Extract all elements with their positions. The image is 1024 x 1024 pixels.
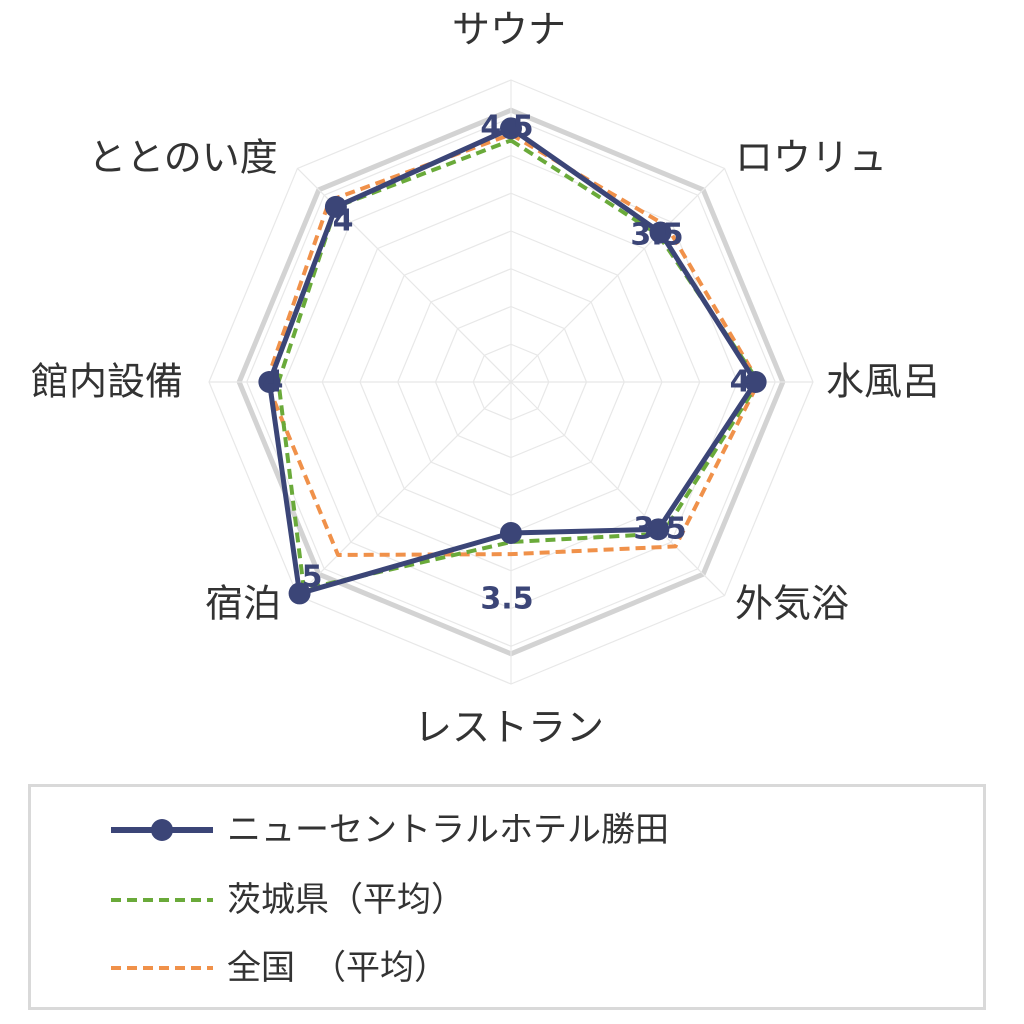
axis-label: 館内設備 [31, 360, 183, 404]
value-label: 4 [333, 204, 354, 239]
value-label: 4.5 [480, 110, 533, 145]
legend-label-hotel: ニューセントラルホテル勝田 [227, 810, 669, 850]
series-point [500, 522, 522, 544]
series-point [288, 582, 311, 605]
value-label: 3.5 [480, 582, 533, 617]
value-label: 4 [263, 365, 284, 400]
legend-swatch-hotel [111, 819, 213, 841]
legend: ニューセントラルホテル勝田 茨城県（平均） 全国 （平均） [28, 784, 986, 1010]
series-point [647, 518, 670, 541]
axis-label: ととのい度 [88, 136, 278, 180]
value-label: 3.5 [633, 512, 686, 547]
series-point [649, 221, 672, 244]
series-point [744, 371, 767, 393]
legend-label-national: 全国 （平均） [227, 948, 448, 988]
series-point [500, 117, 522, 140]
value-label: 4 [730, 365, 751, 400]
axis-label: 水風呂 [826, 360, 940, 404]
value-label: 5 [302, 560, 323, 595]
series-point [258, 371, 281, 393]
axis-label: サウナ [452, 8, 566, 52]
legend-swatch-national [111, 966, 213, 970]
axis-label: レストラン [414, 706, 604, 750]
legend-label-ibaraki: 茨城県（平均） [227, 880, 465, 920]
value-label: 3.5 [630, 218, 683, 253]
axis-label: ロウリュ [735, 136, 887, 180]
spoke [510, 381, 725, 596]
series-layer [258, 117, 767, 605]
series-line-2 [264, 132, 761, 557]
spoke [510, 168, 725, 383]
series-point [324, 195, 347, 218]
legend-swatch-ibaraki [111, 898, 213, 902]
axis-label: 外気浴 [735, 582, 849, 626]
axis-label: 宿泊 [205, 582, 281, 626]
spoke [297, 381, 512, 596]
